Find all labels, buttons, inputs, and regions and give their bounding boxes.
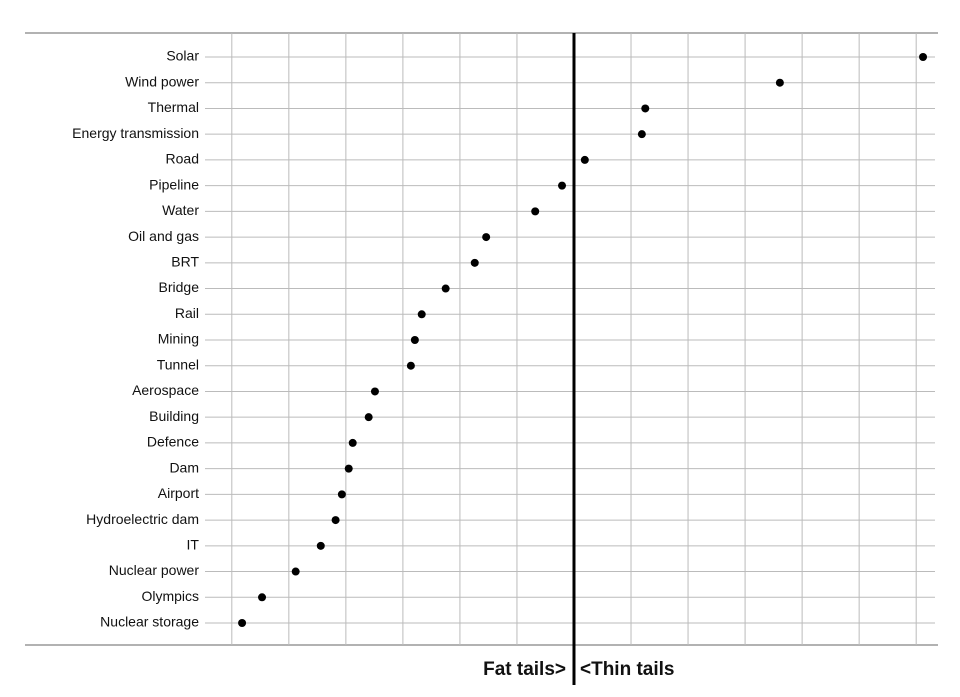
category-label: Solar (166, 48, 199, 64)
dot (417, 310, 426, 319)
dot (441, 284, 450, 293)
dot (364, 413, 373, 422)
category-label: Olympics (141, 588, 199, 604)
category-label: Mining (158, 331, 199, 347)
category-label: IT (187, 537, 200, 553)
category-label: Bridge (159, 279, 200, 295)
category-label: Pipeline (149, 176, 199, 192)
dot (406, 361, 415, 370)
category-label: Thermal (148, 99, 199, 115)
category-label: Rail (175, 305, 199, 321)
category-label: Airport (158, 485, 199, 501)
dot (331, 516, 340, 525)
dot (580, 155, 589, 164)
dot (410, 336, 419, 344)
category-label: BRT (171, 254, 199, 270)
dot (637, 130, 646, 139)
dot (291, 567, 300, 576)
dot (348, 438, 357, 447)
category-label: Hydroelectric dam (86, 511, 199, 527)
dot (344, 464, 353, 473)
dot (370, 387, 379, 396)
category-label: Water (162, 202, 199, 218)
dot (775, 78, 784, 87)
category-label: Nuclear storage (100, 614, 199, 630)
dot (558, 181, 567, 190)
category-label: Aerospace (132, 382, 199, 398)
category-label: Nuclear power (109, 562, 200, 578)
dot (258, 593, 267, 602)
dot (470, 258, 479, 267)
category-label: Defence (147, 434, 199, 450)
category-label: Energy transmission (72, 125, 199, 141)
thin-tails-label: <Thin tails (580, 659, 675, 680)
category-label: Road (166, 151, 199, 167)
dot (316, 541, 325, 550)
dot (337, 490, 346, 499)
dot (531, 207, 540, 216)
dot (919, 53, 928, 61)
dot (238, 619, 247, 627)
category-label: Tunnel (157, 356, 199, 372)
dot (482, 233, 491, 242)
fat-tails-label: Fat tails> (483, 659, 566, 680)
category-label: Dam (169, 459, 199, 475)
dot (641, 104, 650, 113)
category-label: Oil and gas (128, 228, 199, 244)
category-label: Wind power (125, 73, 199, 89)
category-label: Building (149, 408, 199, 424)
